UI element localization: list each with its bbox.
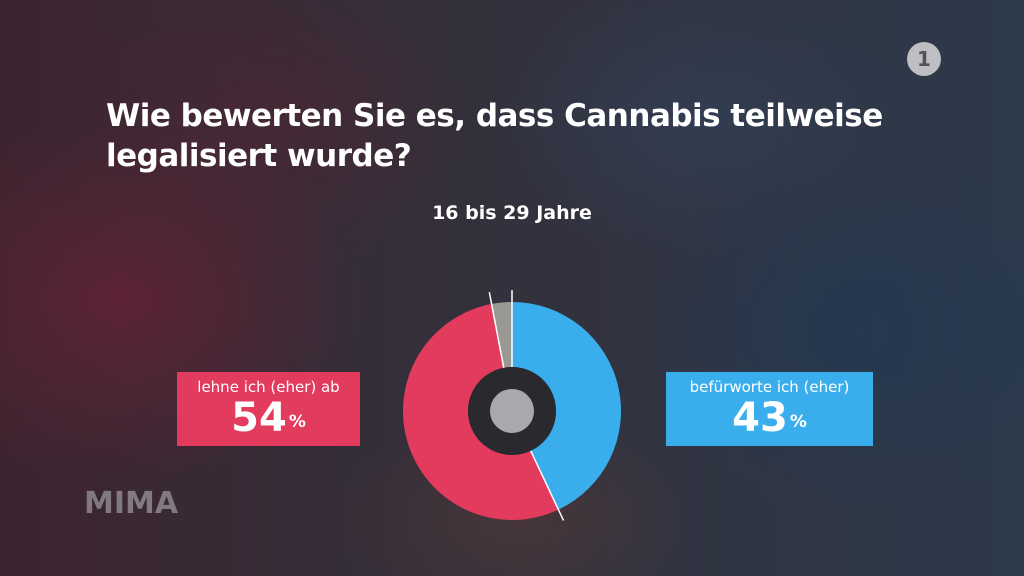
label-reject-unit: % <box>288 412 306 432</box>
slice-divider-line <box>488 292 505 368</box>
label-approve-text: befürworte ich (eher) <box>689 378 850 396</box>
label-approve-number: 43 <box>732 395 788 441</box>
chart-title: Wie bewerten Sie es, dass Cannabis teilw… <box>106 98 883 174</box>
slice-divider-line <box>530 450 565 521</box>
label-approve-unit: % <box>789 412 807 432</box>
label-reject-text: lehne ich (eher) ab <box>197 378 340 396</box>
label-box-approve: befürworte ich (eher) 43% <box>666 372 873 446</box>
slice-no-answer <box>491 302 512 368</box>
label-reject-number: 54 <box>231 395 287 441</box>
watermark-logo: MIMA <box>84 486 179 521</box>
slice-reject <box>402 303 559 521</box>
channel-logo-icon: 1 <box>907 42 941 76</box>
slice-approve <box>512 302 621 510</box>
label-approve-value: 43% <box>666 396 873 440</box>
label-reject-value: 54% <box>177 396 360 440</box>
label-box-reject: lehne ich (eher) ab 54% <box>177 372 360 446</box>
chart-subtitle: 16 bis 29 Jahre <box>432 202 592 224</box>
channel-logo-text: 1 <box>917 47 931 71</box>
donut-center-hole <box>490 389 534 433</box>
